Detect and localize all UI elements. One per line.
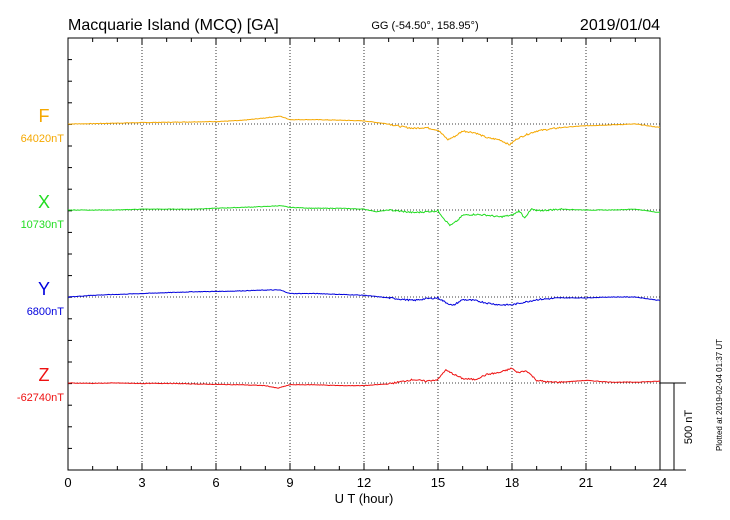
x-tick-label: 24 — [653, 475, 667, 490]
series-baseline-x: 10730nT — [21, 219, 65, 231]
x-tick-label: 15 — [431, 475, 445, 490]
x-tick-label: 9 — [286, 475, 293, 490]
date-label: 2019/01/04 — [580, 17, 660, 34]
series-line-x — [67, 204, 661, 227]
series-line-f — [68, 115, 661, 146]
series-baseline-f: 64020nT — [21, 133, 65, 145]
station-title: Macquarie Island (MCQ) [GA] — [68, 17, 279, 34]
series-name-z: Z — [39, 365, 50, 385]
coordinates-label: GG (-54.50°, 158.95°) — [371, 20, 478, 32]
x-axis-label: U T (hour) — [335, 491, 394, 506]
series-line-y — [68, 289, 661, 307]
x-tick-labels: 0 3 6 9 12 15 18 21 24 — [64, 475, 667, 490]
x-tick-label: 18 — [505, 475, 519, 490]
plotted-note: Plotted at 2019-02-04 01:37 UT — [715, 339, 724, 451]
vertical-gridlines — [141, 38, 587, 470]
series-name-f: F — [39, 106, 50, 126]
series-baseline-z: -62740nT — [17, 392, 64, 404]
x-tick-label: 6 — [212, 475, 219, 490]
x-tick-label: 21 — [579, 475, 593, 490]
x-tick-label: 3 — [138, 475, 145, 490]
x-tick-label: 12 — [357, 475, 371, 490]
x-tick-label: 0 — [64, 475, 71, 490]
series-name-x: X — [38, 192, 50, 212]
scale-bar: 500 nT — [660, 382, 695, 471]
series-line-z — [67, 367, 661, 389]
axis-ticks — [67, 38, 661, 470]
series-baseline-y: 6800nT — [27, 306, 65, 318]
series-labels: F 64020nT X 10730nT Y 6800nT Z -62740nT — [17, 106, 64, 404]
series-name-y: Y — [38, 279, 50, 299]
series-lines — [67, 115, 661, 389]
scale-bar-label: 500 nT — [683, 410, 695, 445]
